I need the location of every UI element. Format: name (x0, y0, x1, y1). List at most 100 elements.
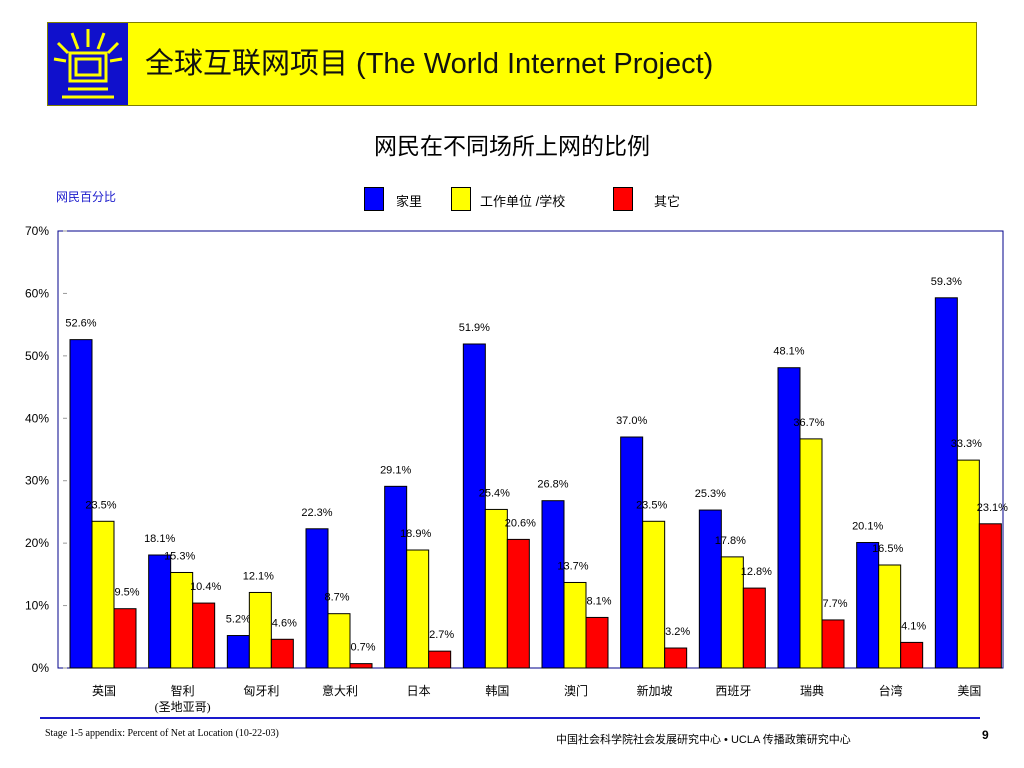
bar-home (384, 485, 408, 669)
bar-home (305, 528, 329, 669)
bar-chart: 0% 10% 20% 30% 40% 50% 60% 70% 52.6% 23.5% 9.5% 英国 1… (25, 224, 1008, 714)
bar-home (620, 436, 644, 669)
y-tick-label: 0% (32, 661, 50, 675)
data-label: 17.8% (715, 535, 746, 547)
x-category-label: 台湾 (879, 683, 903, 698)
plot-frame (57, 230, 1004, 669)
data-label: 23.1% (977, 502, 1008, 514)
data-label: 29.1% (380, 464, 411, 476)
bar-other (506, 538, 530, 669)
x-category-label: (圣地亚哥) (155, 700, 211, 714)
data-label: 13.7% (557, 560, 588, 572)
bar-work (956, 459, 980, 669)
data-label: 52.6% (65, 318, 96, 330)
y-tick-label: 40% (25, 411, 49, 425)
x-category-label: 瑞典 (800, 684, 824, 698)
legend-swatch-home (364, 187, 384, 211)
data-label: 20.6% (505, 517, 536, 529)
footer-divider (40, 717, 980, 719)
bar-home (698, 509, 722, 669)
legend-label-other: 其它 (654, 194, 681, 209)
bar-home (148, 554, 172, 669)
data-label: 2.7% (429, 629, 454, 641)
bar-work (878, 564, 902, 669)
data-label: 18.1% (144, 533, 175, 545)
y-tick-label: 70% (25, 224, 49, 238)
bar-other (428, 650, 452, 669)
data-label: 33.3% (951, 438, 982, 450)
bar-other (900, 641, 924, 669)
x-category-label: 新加坡 (637, 683, 673, 698)
data-label: 23.5% (85, 499, 116, 511)
data-label: 37.0% (616, 415, 647, 427)
data-label: 20.1% (852, 521, 883, 533)
bar-home (856, 542, 880, 669)
data-label: 22.3% (301, 507, 332, 519)
legend-label-work: 工作单位 /学校 (480, 194, 566, 209)
data-label: 4.6% (272, 617, 297, 629)
title-banner (47, 22, 977, 106)
data-label: 59.3% (931, 276, 962, 288)
bar-other (349, 663, 373, 669)
bar-home (462, 343, 486, 669)
data-label: 25.4% (479, 487, 510, 499)
legend-swatch-other (613, 187, 633, 211)
bar-work (563, 581, 587, 669)
data-label: 51.9% (459, 322, 490, 334)
data-label: 12.1% (243, 570, 274, 582)
x-category-label: 澳门 (564, 683, 588, 698)
data-label: 18.9% (400, 528, 431, 540)
bar-other (821, 619, 845, 669)
x-category-label: 西班牙 (715, 684, 751, 698)
bar-other (978, 523, 1002, 669)
legend-label-home: 家里 (396, 194, 423, 209)
project-logo (48, 23, 128, 105)
y-tick-label: 30% (25, 474, 49, 488)
data-label: 9.5% (114, 587, 139, 599)
bar-work (327, 613, 351, 669)
bar-work (248, 591, 272, 669)
footer-note: Stage 1-5 appendix: Percent of Net at Lo… (45, 728, 279, 739)
footer-organizations: 中国社会科学院社会发展研究中心 • UCLA 传播政策研究中心 (556, 734, 851, 746)
bar-home (541, 500, 565, 669)
y-tick-label: 60% (25, 286, 49, 300)
data-label: 23.5% (636, 499, 667, 511)
data-label: 15.3% (164, 550, 195, 562)
bar-work (91, 520, 115, 669)
data-label: 10.4% (190, 581, 221, 593)
data-label: 5.2% (226, 614, 251, 626)
bar-home (934, 297, 958, 669)
data-label: 4.1% (901, 620, 926, 632)
y-tick-label: 20% (25, 536, 49, 550)
data-label: 3.2% (665, 626, 690, 638)
data-label: 12.8% (741, 566, 772, 578)
data-label: 8.7% (324, 592, 349, 604)
bar-work (799, 438, 823, 669)
x-category-label: 美国 (957, 684, 981, 698)
x-category-label: 韩国 (485, 683, 509, 698)
y-tick-label: 10% (25, 599, 49, 613)
banner-title: 全球互联网项目 (The World Internet Project) (145, 48, 714, 80)
bar-home (69, 339, 93, 669)
bar-home (777, 367, 801, 669)
x-category-label: 意大利 (322, 683, 358, 698)
bar-work (406, 549, 430, 669)
y-axis-label: 网民百分比 (56, 190, 117, 204)
page-number: 9 (982, 728, 989, 742)
legend-swatch-work (451, 187, 471, 211)
data-label: 36.7% (793, 417, 824, 429)
data-label: 26.8% (537, 479, 568, 491)
y-tick-label: 50% (25, 349, 49, 363)
bar-work (484, 508, 508, 669)
chart-title: 网民在不同场所上网的比例 (374, 133, 650, 159)
data-label: 0.7% (350, 642, 375, 654)
bar-other (192, 602, 216, 669)
bar-home (226, 635, 250, 669)
x-category-label: 智利 (171, 683, 195, 698)
bar-other (585, 616, 609, 669)
data-label: 48.1% (773, 346, 804, 358)
data-label: 25.3% (695, 488, 726, 500)
data-label: 7.7% (822, 598, 847, 610)
bar-work (642, 520, 666, 669)
data-label: 16.5% (872, 543, 903, 555)
